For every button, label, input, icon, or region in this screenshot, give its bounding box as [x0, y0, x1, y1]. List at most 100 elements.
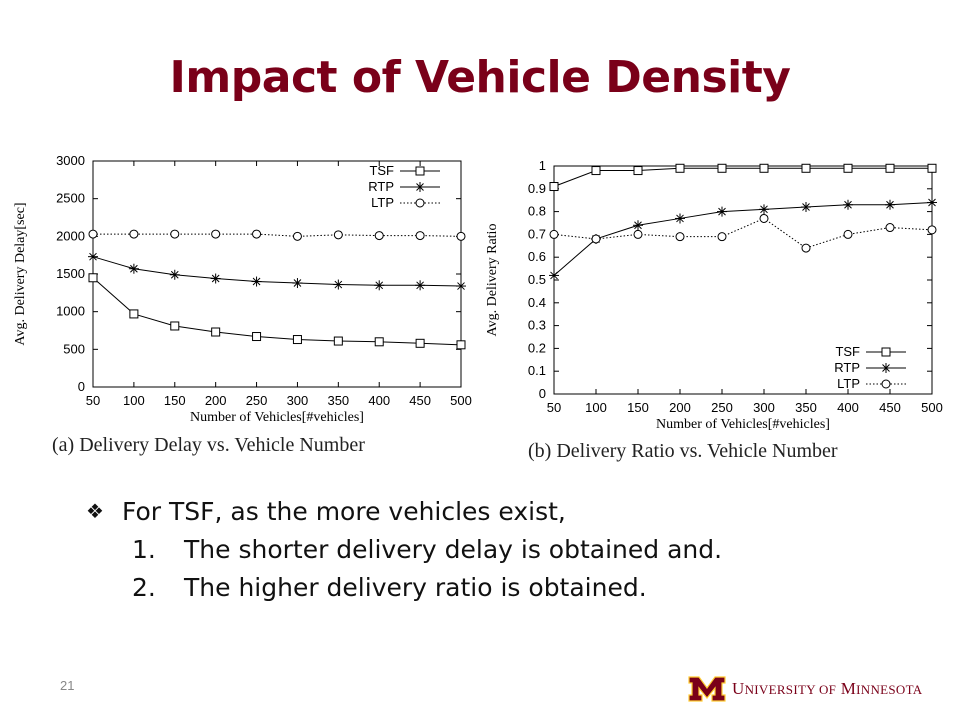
- legend-marker: [415, 182, 425, 192]
- data-point: [759, 213, 769, 223]
- data-point: [549, 182, 559, 192]
- data-point: [292, 278, 303, 289]
- legend-label: LTP: [837, 376, 860, 391]
- series-line: [92, 256, 462, 287]
- data-point: [927, 225, 937, 235]
- x-tick-label: 300: [287, 393, 309, 408]
- x-tick-label: 200: [205, 393, 227, 408]
- data-point: [885, 163, 895, 173]
- item-text: The shorter delivery delay is obtained a…: [184, 534, 723, 564]
- series-line: [553, 167, 932, 187]
- bullet-item: ❖ For TSF, as the more vehicles exist,: [86, 492, 722, 530]
- data-point: [333, 279, 344, 290]
- data-point: [759, 163, 769, 173]
- diamond-bullet-icon: ❖: [86, 499, 104, 523]
- data-point: [633, 166, 643, 176]
- x-tick-label: 450: [879, 400, 901, 415]
- series-rtp: [88, 251, 466, 292]
- data-point: [333, 336, 343, 346]
- x-tick-label: 450: [409, 393, 431, 408]
- plot-frame: [92, 160, 462, 388]
- x-tick-label: 200: [669, 400, 691, 415]
- y-axis-label: Avg. Delivery Delay[sec]: [13, 202, 28, 345]
- series-line: [93, 233, 462, 237]
- x-tick-label: 400: [837, 400, 859, 415]
- legend-label: RTP: [368, 179, 394, 194]
- x-tick-label: 400: [368, 393, 390, 408]
- y-tick-label: 0.6: [528, 249, 546, 264]
- x-axis-label: Number of Vehicles[#vehicles]: [656, 417, 830, 432]
- data-point: [252, 229, 262, 239]
- data-point: [415, 280, 426, 291]
- series-ltp: [549, 213, 937, 253]
- data-point: [843, 199, 853, 210]
- legend-marker: [881, 347, 891, 357]
- y-tick-label: 0: [539, 386, 546, 401]
- university-logo: UNIVERSITY OF MINNESOTA: [688, 676, 923, 702]
- data-point: [128, 263, 139, 274]
- data-point: [88, 229, 98, 239]
- data-point: [374, 337, 384, 347]
- x-tick-label: 250: [246, 393, 268, 408]
- y-tick-label: 2500: [56, 191, 85, 206]
- y-tick-label: 0.3: [528, 318, 546, 333]
- data-point: [88, 251, 98, 262]
- y-tick-label: 0.1: [528, 363, 546, 378]
- x-tick-label: 350: [327, 393, 349, 408]
- y-tick-label: 1000: [56, 304, 85, 319]
- data-point: [129, 229, 139, 239]
- y-axis-label: Avg. Delivery Ratio: [485, 224, 500, 337]
- block-m-logo-icon: [688, 676, 726, 702]
- data-point: [456, 340, 466, 350]
- plot-frame: [553, 165, 933, 395]
- data-point: [169, 269, 180, 280]
- x-tick-label: 350: [795, 400, 817, 415]
- y-tick-label: 0.9: [528, 181, 546, 196]
- series-rtp: [549, 197, 937, 281]
- data-point: [292, 231, 302, 241]
- legend-marker: [881, 379, 891, 389]
- data-point: [885, 223, 895, 233]
- item-number: 1.: [132, 534, 156, 564]
- chart-b-caption: (b) Delivery Ratio vs. Vehicle Number: [528, 440, 838, 462]
- data-point: [801, 243, 811, 253]
- data-point: [292, 335, 302, 345]
- data-point: [717, 232, 727, 242]
- data-point: [211, 229, 221, 239]
- data-point: [801, 163, 811, 173]
- data-point: [927, 197, 937, 208]
- x-tick-label: 150: [164, 393, 186, 408]
- data-point: [675, 232, 685, 242]
- y-tick-label: 500: [63, 341, 85, 356]
- x-tick-label: 100: [585, 400, 607, 415]
- data-point: [129, 309, 139, 319]
- legend-marker: [415, 198, 425, 208]
- item-text: The higher delivery ratio is obtained.: [184, 572, 647, 602]
- delivery-delay-chart-svg: 0 500 1000 1500 2000 2500 3000 50 100 150 200 250 30…: [13, 153, 472, 425]
- data-point: [717, 163, 727, 173]
- delivery-delay-chart: 0 500 1000 1500 2000 2500 3000 50 100 150 200 250 30…: [8, 150, 478, 428]
- x-tick-label: 100: [123, 393, 145, 408]
- x-tick-label: 300: [753, 400, 775, 415]
- data-point: [251, 276, 262, 287]
- university-name: UNIVERSITY OF MINNESOTA: [732, 679, 923, 698]
- data-point: [675, 213, 685, 224]
- numbered-item-1: 1. The shorter delivery delay is obtaine…: [86, 530, 722, 568]
- data-point: [456, 281, 466, 292]
- data-point: [885, 199, 895, 210]
- data-point: [843, 229, 853, 239]
- series-line: [553, 217, 933, 249]
- x-tick-label: 250: [711, 400, 733, 415]
- y-tick-label: 1: [539, 158, 546, 173]
- y-tick-label: 0.7: [528, 226, 546, 241]
- slide-title: Impact of Vehicle Density: [169, 52, 791, 103]
- data-point: [415, 338, 425, 348]
- data-point: [675, 163, 685, 173]
- data-point: [633, 229, 643, 239]
- data-point: [210, 273, 221, 284]
- series-tsf: [549, 163, 937, 192]
- x-tick-label: 500: [921, 400, 943, 415]
- x-tick-label: 50: [86, 393, 100, 408]
- data-point: [170, 321, 180, 331]
